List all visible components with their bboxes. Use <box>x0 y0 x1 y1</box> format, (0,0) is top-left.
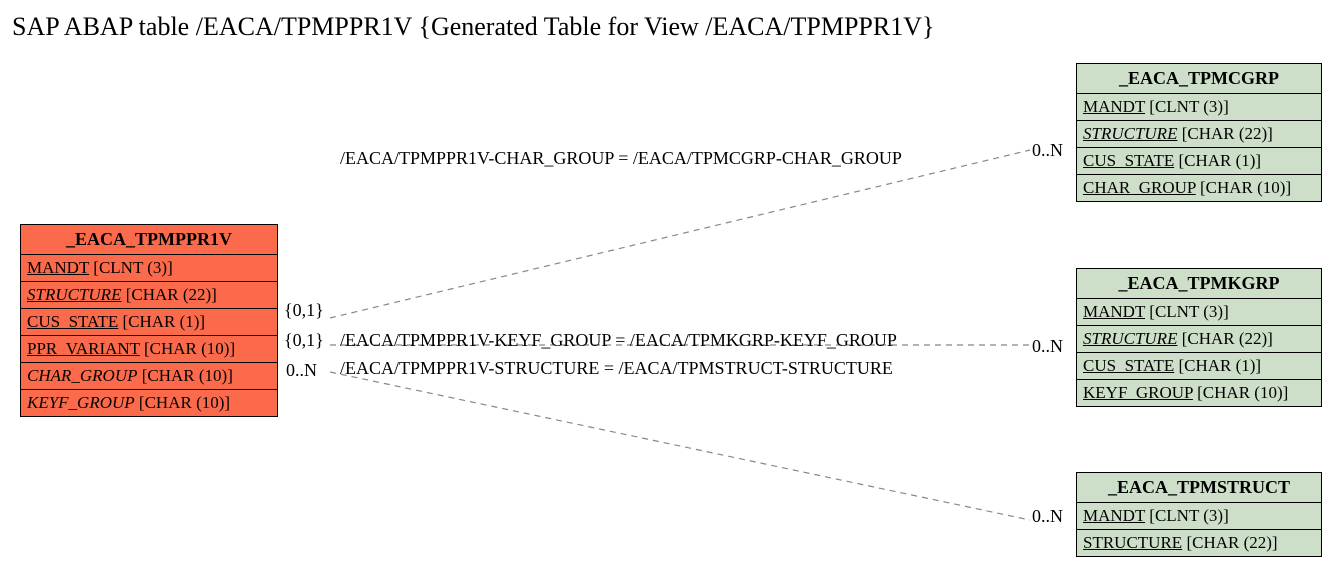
field-type: [CLNT (3)] <box>1145 506 1229 525</box>
entity-field: STRUCTURE [CHAR (22)] <box>1077 326 1321 353</box>
relation-edge <box>330 372 1030 520</box>
field-type: [CHAR (10)] <box>1196 178 1291 197</box>
field-type: [CHAR (22)] <box>1177 124 1272 143</box>
field-type: [CHAR (22)] <box>1177 329 1272 348</box>
field-type: [CHAR (10)] <box>135 393 230 412</box>
field-name: STRUCTURE <box>1083 533 1182 552</box>
edge-label: 0..N <box>1032 336 1063 357</box>
field-name: CUS_STATE <box>1083 151 1174 170</box>
edge-label: {0,1} <box>284 300 324 321</box>
entity-field: CUS_STATE [CHAR (1)] <box>1077 353 1321 380</box>
field-type: [CHAR (10)] <box>140 339 235 358</box>
field-type: [CLNT (3)] <box>1145 97 1229 116</box>
edge-label: /EACA/TPMPPR1V-STRUCTURE = /EACA/TPMSTRU… <box>340 358 893 379</box>
entity-field: CUS_STATE [CHAR (1)] <box>1077 148 1321 175</box>
entity-field: STRUCTURE [CHAR (22)] <box>21 282 277 309</box>
field-name: STRUCTURE <box>1083 329 1177 348</box>
entity-field: KEYF_GROUP [CHAR (10)] <box>21 390 277 416</box>
field-type: [CHAR (22)] <box>121 285 216 304</box>
entity-field: MANDT [CLNT (3)] <box>1077 503 1321 530</box>
entity-field: CHAR_GROUP [CHAR (10)] <box>21 363 277 390</box>
field-type: [CHAR (10)] <box>137 366 232 385</box>
field-name: CUS_STATE <box>1083 356 1174 375</box>
page-title: SAP ABAP table /EACA/TPMPPR1V {Generated… <box>12 12 934 42</box>
field-type: [CHAR (1)] <box>118 312 205 331</box>
entity-header: _EACA_TPMSTRUCT <box>1077 473 1321 503</box>
field-name: STRUCTURE <box>1083 124 1177 143</box>
field-name: PPR_VARIANT <box>27 339 140 358</box>
edge-label: /EACA/TPMPPR1V-KEYF_GROUP = /EACA/TPMKGR… <box>340 330 897 351</box>
edge-label: 0..N <box>1032 140 1063 161</box>
field-type: [CHAR (1)] <box>1174 151 1261 170</box>
entity-field: CUS_STATE [CHAR (1)] <box>21 309 277 336</box>
field-name: CUS_STATE <box>27 312 118 331</box>
entity-left: _EACA_TPMPPR1VMANDT [CLNT (3)]STRUCTURE … <box>20 224 278 417</box>
field-type: [CLNT (3)] <box>1145 302 1229 321</box>
field-name: KEYF_GROUP <box>27 393 135 412</box>
entity-field: STRUCTURE [CHAR (22)] <box>1077 121 1321 148</box>
edge-label: {0,1} <box>284 330 324 351</box>
entity-field: PPR_VARIANT [CHAR (10)] <box>21 336 277 363</box>
entity-header: _EACA_TPMPPR1V <box>21 225 277 255</box>
entity-field: MANDT [CLNT (3)] <box>1077 94 1321 121</box>
edge-label: 0..N <box>286 360 317 381</box>
edge-label: /EACA/TPMPPR1V-CHAR_GROUP = /EACA/TPMCGR… <box>340 148 902 169</box>
entity-r1: _EACA_TPMCGRPMANDT [CLNT (3)]STRUCTURE [… <box>1076 63 1322 202</box>
field-name: STRUCTURE <box>27 285 121 304</box>
entity-header: _EACA_TPMKGRP <box>1077 269 1321 299</box>
entity-r2: _EACA_TPMKGRPMANDT [CLNT (3)]STRUCTURE [… <box>1076 268 1322 407</box>
field-name: MANDT <box>1083 97 1145 116</box>
field-type: [CHAR (10)] <box>1193 383 1288 402</box>
entity-field: KEYF_GROUP [CHAR (10)] <box>1077 380 1321 406</box>
entity-field: STRUCTURE [CHAR (22)] <box>1077 530 1321 556</box>
field-name: MANDT <box>1083 302 1145 321</box>
relation-edge <box>330 150 1030 318</box>
field-name: KEYF_GROUP <box>1083 383 1193 402</box>
entity-field: MANDT [CLNT (3)] <box>1077 299 1321 326</box>
entity-header: _EACA_TPMCGRP <box>1077 64 1321 94</box>
entity-field: CHAR_GROUP [CHAR (10)] <box>1077 175 1321 201</box>
field-type: [CLNT (3)] <box>89 258 173 277</box>
field-name: MANDT <box>27 258 89 277</box>
edge-label: 0..N <box>1032 506 1063 527</box>
entity-r3: _EACA_TPMSTRUCTMANDT [CLNT (3)]STRUCTURE… <box>1076 472 1322 557</box>
field-name: MANDT <box>1083 506 1145 525</box>
entity-field: MANDT [CLNT (3)] <box>21 255 277 282</box>
field-name: CHAR_GROUP <box>27 366 137 385</box>
field-type: [CHAR (1)] <box>1174 356 1261 375</box>
field-type: [CHAR (22)] <box>1182 533 1277 552</box>
field-name: CHAR_GROUP <box>1083 178 1196 197</box>
